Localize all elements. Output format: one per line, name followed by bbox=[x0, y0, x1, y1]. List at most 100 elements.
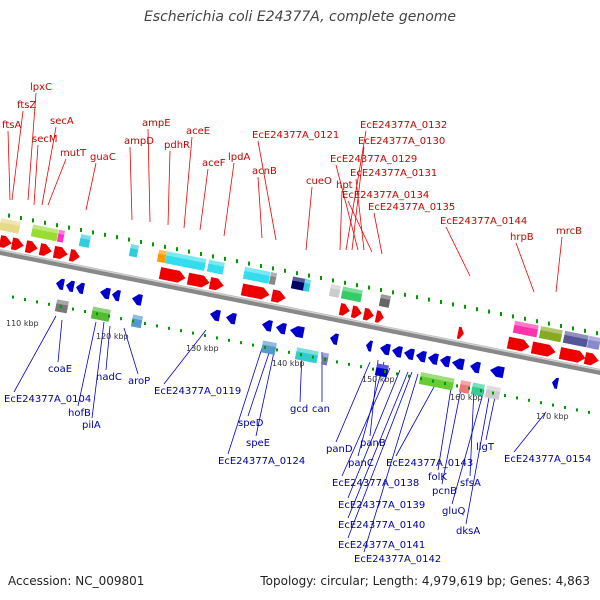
bottom-gene-label: coaE bbox=[48, 364, 72, 375]
bottom-gene-label: EcE24377A_0140 bbox=[338, 520, 425, 531]
scale-tick bbox=[552, 403, 554, 407]
reverse-gene-arrow bbox=[552, 377, 559, 389]
bottom-connector-line bbox=[513, 411, 547, 453]
reverse-gene-arrow bbox=[226, 312, 237, 325]
scale-tick bbox=[576, 408, 578, 412]
top-connector-line bbox=[223, 162, 235, 237]
scale-tick bbox=[392, 290, 394, 295]
feature-box bbox=[242, 266, 271, 284]
scale-tick bbox=[404, 292, 406, 297]
scale-tick bbox=[524, 316, 526, 321]
top-gene-label: EcE24377A_0132 bbox=[360, 120, 447, 131]
bottom-connector-line bbox=[123, 327, 139, 375]
top-connector-line bbox=[347, 200, 373, 253]
feature-box bbox=[128, 244, 140, 258]
top-gene-label: ampD bbox=[124, 136, 154, 147]
feature-box bbox=[374, 363, 389, 378]
scale-tick bbox=[384, 370, 386, 373]
scale-tick bbox=[120, 317, 122, 321]
bottom-gene-label: EcE24377A_0154 bbox=[504, 454, 591, 465]
bottom-gene-label: EcE24377A_0142 bbox=[354, 554, 441, 565]
bottom-connector-line bbox=[441, 383, 463, 485]
scale-tick bbox=[380, 288, 382, 292]
bottom-connector-line bbox=[341, 367, 391, 477]
bottom-connector-line bbox=[357, 361, 385, 457]
forward-gene-arrow bbox=[208, 277, 224, 291]
reverse-gene-arrow bbox=[132, 294, 143, 306]
feature-box bbox=[30, 224, 59, 242]
scale-tick bbox=[168, 326, 170, 330]
scale-label: 150 kbp bbox=[362, 375, 395, 384]
bottom-gene-label: gluQ bbox=[442, 506, 465, 517]
reverse-gene-arrow bbox=[290, 325, 305, 339]
scale-tick bbox=[420, 377, 422, 381]
bottom-connector-line bbox=[395, 375, 441, 457]
scale-tick bbox=[288, 350, 290, 354]
scale-tick bbox=[60, 305, 62, 309]
scale-tick bbox=[480, 389, 482, 393]
scale-tick bbox=[92, 230, 94, 235]
forward-gene-arrow bbox=[270, 289, 286, 303]
top-gene-label: EcE24377A_0144 bbox=[440, 216, 527, 227]
feature-box bbox=[90, 306, 111, 322]
top-connector-line bbox=[257, 140, 277, 241]
bottom-connector-line bbox=[247, 349, 271, 417]
scale-tick bbox=[252, 343, 254, 347]
bottom-gene-label: pcnB bbox=[432, 486, 457, 497]
reverse-gene-arrow bbox=[112, 289, 121, 302]
feature-box bbox=[538, 326, 563, 343]
scale-tick bbox=[456, 384, 458, 388]
forward-gene-arrow bbox=[186, 272, 210, 288]
reverse-gene-arrow bbox=[452, 358, 465, 371]
bottom-connector-line bbox=[105, 325, 111, 371]
bottom-gene-label: EcE24377A_0138 bbox=[332, 478, 419, 489]
top-connector-line bbox=[257, 176, 263, 239]
scale-tick bbox=[276, 348, 278, 352]
scale-tick bbox=[348, 362, 350, 366]
reverse-gene-arrow bbox=[470, 361, 481, 374]
bottom-connector-line bbox=[347, 371, 413, 539]
scale-tick bbox=[296, 271, 298, 276]
scale-tick bbox=[408, 374, 410, 378]
scale-tick bbox=[188, 249, 190, 254]
forward-gene-arrow bbox=[350, 305, 362, 319]
scale-tick bbox=[84, 310, 86, 313]
scale-tick bbox=[516, 396, 518, 400]
scale-tick bbox=[72, 307, 74, 311]
scale-tick bbox=[228, 338, 230, 342]
scale-tick bbox=[260, 264, 262, 268]
reverse-gene-arrow bbox=[428, 353, 439, 365]
scale-tick bbox=[108, 314, 110, 318]
top-gene-label: cueO bbox=[306, 176, 332, 187]
scale-tick bbox=[512, 314, 514, 319]
scale-tick bbox=[500, 312, 502, 316]
top-gene-label: lpxC bbox=[30, 82, 52, 93]
scale-tick bbox=[180, 329, 182, 333]
scale-tick bbox=[336, 360, 338, 364]
bottom-gene-label: can bbox=[312, 404, 330, 415]
scale-tick bbox=[492, 391, 494, 395]
top-gene-label: secM bbox=[32, 134, 58, 145]
scale-tick bbox=[324, 358, 326, 361]
feature-box bbox=[328, 284, 341, 298]
top-gene-label: acnB bbox=[252, 166, 277, 177]
top-connector-line bbox=[373, 212, 383, 255]
top-connector-line bbox=[445, 226, 471, 277]
feature-box bbox=[470, 382, 485, 397]
bottom-connector-line bbox=[163, 329, 207, 385]
scale-tick bbox=[428, 297, 430, 302]
scale-tick bbox=[300, 353, 302, 357]
reverse-gene-arrow bbox=[440, 355, 451, 368]
top-connector-line bbox=[47, 158, 67, 206]
forward-gene-arrow bbox=[38, 243, 52, 256]
bottom-gene-label: EcE24377A_0124 bbox=[218, 456, 305, 467]
scale-tick bbox=[560, 324, 562, 328]
feature-box bbox=[56, 229, 66, 243]
feature-box bbox=[268, 272, 278, 286]
feature-box bbox=[156, 249, 168, 264]
reverse-gene-arrow bbox=[366, 340, 373, 352]
scale-tick bbox=[356, 283, 358, 288]
feature-box bbox=[78, 234, 91, 248]
feature-box bbox=[458, 380, 471, 394]
bottom-gene-label: EcE24377A_0119 bbox=[154, 386, 241, 397]
